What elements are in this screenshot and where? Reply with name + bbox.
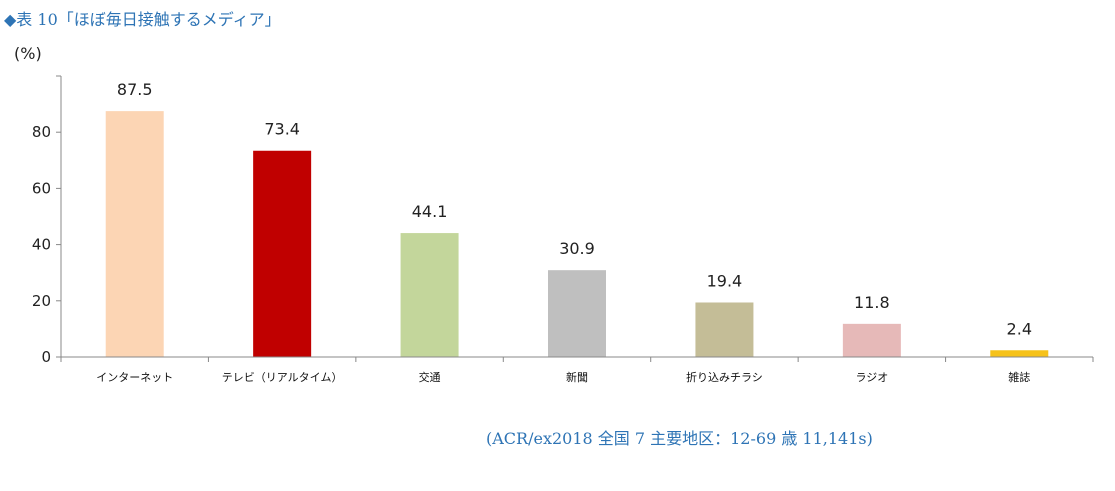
chart-title: ◆表 10「ほぼ毎日接触するメディア」: [4, 10, 281, 29]
bar: [695, 302, 754, 357]
x-tick-label: インターネット: [96, 371, 173, 384]
x-tick-label: 新聞: [566, 370, 588, 384]
x-tick-label: 折り込みチラシ: [686, 370, 763, 384]
bar: [105, 111, 164, 357]
source-note: (ACR/ex2018 全国 7 主要地区：12-69 歳 11,141s): [486, 429, 873, 448]
x-tick-label: テレビ（リアルタイム）: [222, 371, 343, 384]
bar: [400, 233, 459, 357]
bar: [253, 150, 312, 357]
y-tick-label: 0: [41, 348, 51, 366]
bar: [990, 350, 1049, 357]
data-label: 44.1: [412, 202, 448, 221]
x-tick-label: ラジオ: [855, 371, 888, 384]
y-tick-label: 20: [32, 292, 51, 310]
y-axis-unit-label: (%): [14, 44, 42, 63]
y-tick-label: 60: [32, 179, 51, 197]
x-tick-label: 交通: [419, 370, 441, 384]
y-tick-label: 40: [32, 236, 51, 254]
bar: [548, 270, 606, 357]
data-label: 30.9: [559, 239, 595, 258]
data-label: 2.4: [1007, 319, 1032, 338]
data-label: 11.8: [854, 293, 890, 312]
x-tick-label: 雑誌: [1008, 370, 1030, 384]
x-axis: インターネット テレビ（リアルタイム） 交通 新聞 折り込みチラシ ラジオ 雑誌: [60, 356, 1094, 384]
y-tick-label: 80: [32, 123, 51, 141]
bar-chart: 0 20 40 60 80 87.5 73.4 44.1 30.9 19.4 11.8 2.4 イン…: [32, 75, 1094, 384]
bar: [842, 323, 901, 357]
data-label: 73.4: [264, 120, 300, 139]
bars: 87.5 73.4 44.1 30.9 19.4 11.8 2.4: [105, 80, 1049, 357]
y-axis: 0 20 40 60 80: [32, 75, 62, 366]
data-label: 19.4: [707, 271, 743, 290]
data-label: 87.5: [117, 80, 153, 99]
